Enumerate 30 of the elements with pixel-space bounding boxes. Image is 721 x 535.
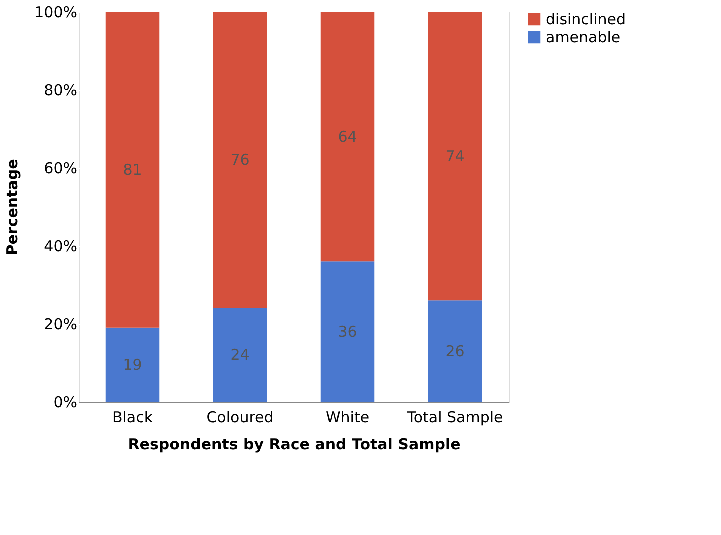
y-tick-label: 20% (44, 316, 78, 334)
bar (213, 12, 268, 308)
data-label: 64 (338, 128, 358, 146)
x-axis-title: Respondents by Race and Total Sample (128, 436, 461, 454)
data-label: 81 (123, 160, 142, 179)
legend-label: disinclined (546, 10, 626, 28)
bar (320, 12, 375, 262)
y-axis-title: Percentage (4, 159, 22, 256)
x-tick-label: Coloured (206, 408, 274, 426)
bar (213, 308, 268, 402)
y-tick-label: 60% (44, 160, 78, 178)
data-label: 26 (446, 342, 465, 360)
data-label: 74 (446, 147, 465, 166)
bar (320, 262, 375, 402)
bar (106, 328, 160, 402)
data-label: 36 (338, 322, 358, 341)
y-tick-label: 0% (54, 394, 78, 412)
data-label: 19 (123, 356, 142, 374)
bar (106, 12, 160, 328)
x-tick-label: Black (112, 408, 154, 426)
y-tick-label: 100% (34, 4, 78, 22)
bar (428, 300, 482, 402)
y-tick-label: 80% (44, 82, 78, 100)
x-tick-label: Total Sample (406, 408, 504, 426)
data-label: 76 (230, 151, 250, 170)
legend-label: amenable (546, 28, 621, 46)
bar (428, 12, 482, 301)
x-tick-label: White (326, 408, 370, 426)
data-label: 24 (230, 346, 250, 364)
y-tick-label: 40% (44, 238, 78, 256)
